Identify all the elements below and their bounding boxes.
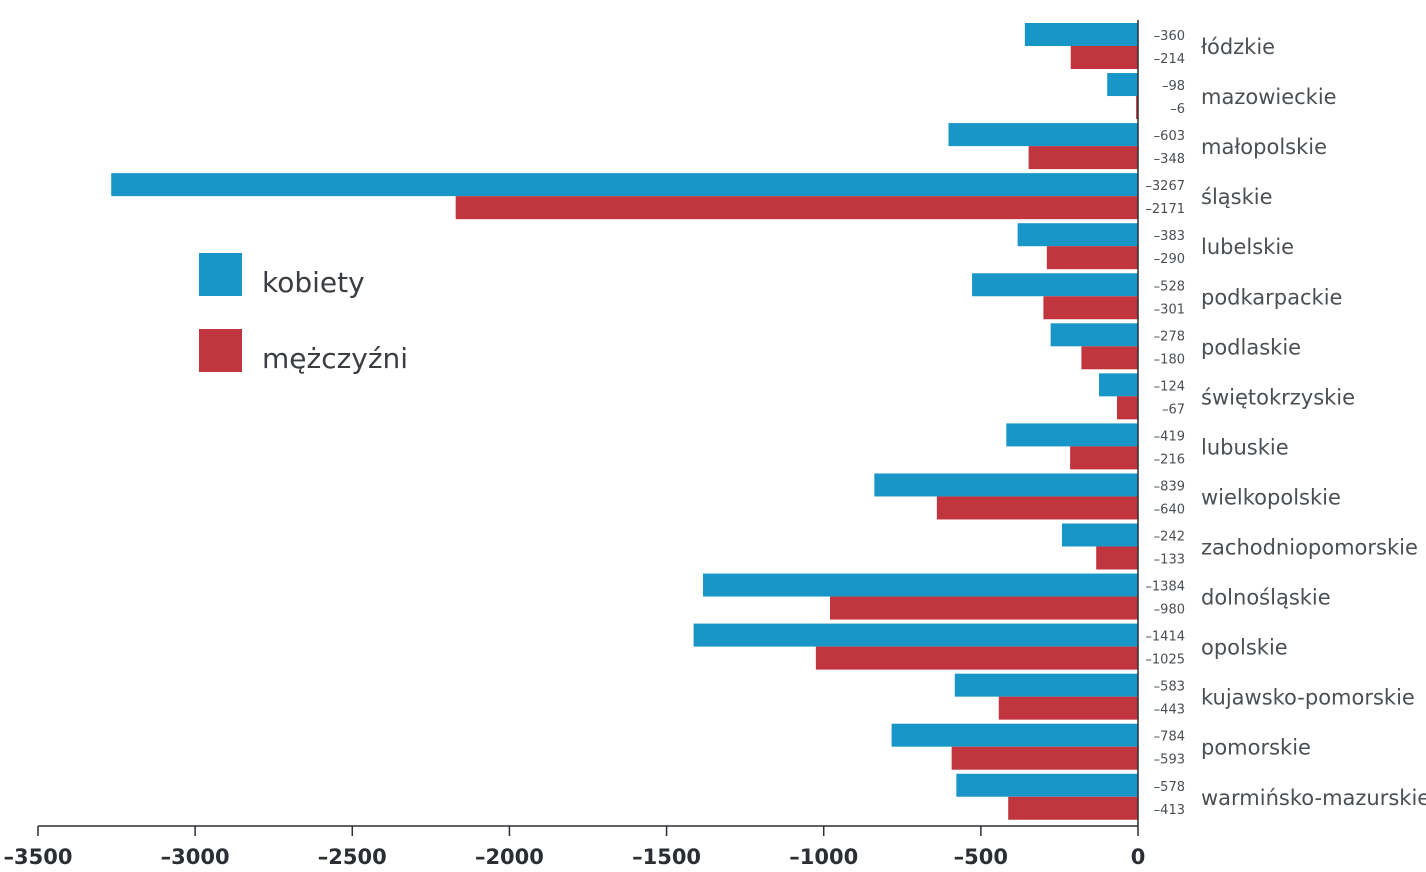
value-label-kobiety-8: –419 <box>1154 429 1185 444</box>
bar-kobiety-3 <box>111 173 1139 197</box>
category-label-15: warmińsko-mazurskie <box>1201 786 1426 810</box>
category-label-6: podlaskie <box>1201 335 1301 359</box>
category-label-2: małopolskie <box>1201 135 1327 159</box>
x-tick-label-7: 0 <box>1131 845 1146 869</box>
x-tick-label-5: –1000 <box>789 845 858 869</box>
value-label-mezczyzni-9: –640 <box>1154 502 1185 517</box>
value-label-mezczyzni-3: –2171 <box>1145 202 1185 217</box>
bar-kobiety-14 <box>891 723 1138 747</box>
bars-group <box>111 23 1139 820</box>
category-label-14: pomorskie <box>1201 736 1311 760</box>
bar-mezczyzni-3 <box>455 196 1139 220</box>
value-label-mezczyzni-5: –301 <box>1154 302 1185 317</box>
value-label-kobiety-5: –528 <box>1154 279 1185 294</box>
value-label-mezczyzni-2: –348 <box>1154 152 1185 167</box>
category-label-3: śląskie <box>1201 185 1273 209</box>
bar-kobiety-9 <box>874 473 1138 497</box>
x-tick-label-3: –2000 <box>475 845 544 869</box>
category-label-7: świętokrzyskie <box>1201 385 1355 409</box>
value-label-mezczyzni-13: –443 <box>1154 703 1185 718</box>
value-label-kobiety-0: –360 <box>1154 29 1185 44</box>
bar-mezczyzni-4 <box>1046 246 1138 270</box>
bar-mezczyzni-15 <box>1008 796 1138 820</box>
value-label-kobiety-9: –839 <box>1154 479 1185 494</box>
category-label-9: wielkopolskie <box>1201 485 1341 509</box>
value-label-kobiety-3: –3267 <box>1145 179 1185 194</box>
category-label-5: podkarpackie <box>1201 285 1342 309</box>
value-label-mezczyzni-0: –214 <box>1154 52 1185 67</box>
bar-mezczyzni-2 <box>1028 146 1138 170</box>
bar-mezczyzni-7 <box>1116 396 1138 420</box>
value-label-mezczyzni-11: –980 <box>1154 603 1185 618</box>
bar-mezczyzni-5 <box>1043 296 1138 320</box>
bar-kobiety-1 <box>1107 73 1138 97</box>
bar-mezczyzni-11 <box>830 596 1138 620</box>
value-label-kobiety-11: –1384 <box>1145 580 1185 595</box>
value-label-kobiety-12: –1414 <box>1145 630 1185 645</box>
bar-mezczyzni-6 <box>1081 346 1138 370</box>
category-label-0: łódzkie <box>1201 35 1275 59</box>
bar-mezczyzni-9 <box>936 496 1138 520</box>
value-label-mezczyzni-12: –1025 <box>1145 653 1185 668</box>
value-labels-group: –360 –214 –98 –6 –603 –348 –3267 –2171 –383 –290 –… <box>1145 29 1185 818</box>
category-label-8: lubuskie <box>1201 435 1289 459</box>
x-tick-label-1: –3000 <box>161 845 230 869</box>
bar-kobiety-15 <box>956 773 1138 797</box>
category-label-4: lubelskie <box>1201 235 1294 259</box>
bar-kobiety-6 <box>1050 323 1138 347</box>
bar-kobiety-8 <box>1006 423 1138 447</box>
legend-label-kobiety: kobiety <box>262 266 365 299</box>
value-label-mezczyzni-4: –290 <box>1154 252 1185 267</box>
value-label-mezczyzni-8: –216 <box>1154 452 1185 467</box>
value-label-kobiety-15: –578 <box>1154 780 1185 795</box>
bar-kobiety-5 <box>972 273 1138 297</box>
bar-mezczyzni-0 <box>1070 46 1138 69</box>
category-label-12: opolskie <box>1201 636 1288 660</box>
value-label-mezczyzni-6: –180 <box>1154 352 1185 367</box>
x-tick-label-0: –3500 <box>4 845 73 869</box>
bar-kobiety-0 <box>1024 23 1138 46</box>
bar-mezczyzni-1 <box>1136 96 1138 120</box>
x-tick-label-2: –2500 <box>318 845 387 869</box>
legend-swatch-mezczyzni <box>199 329 242 372</box>
value-label-mezczyzni-7: –67 <box>1162 402 1185 417</box>
value-label-kobiety-10: –242 <box>1154 530 1185 545</box>
category-labels-group: łódzkie mazowieckie małopolskie śląskie lube… <box>1201 35 1426 810</box>
x-ticks-group: –3500 –3000 –2500 –2000 –1500 –1000 –500 0 <box>4 826 1146 869</box>
category-label-10: zachodniopomorskie <box>1201 536 1418 560</box>
bar-mezczyzni-8 <box>1070 446 1138 470</box>
bar-kobiety-12 <box>693 623 1138 647</box>
value-label-mezczyzni-10: –133 <box>1154 553 1185 568</box>
value-label-mezczyzni-1: –6 <box>1170 102 1185 117</box>
category-label-13: kujawsko-pomorskie <box>1201 686 1415 710</box>
legend-swatch-kobiety <box>199 253 242 296</box>
category-label-1: mazowieckie <box>1201 85 1337 109</box>
bar-mezczyzni-10 <box>1096 546 1138 570</box>
legend-label-mezczyzni: mężczyźni <box>262 342 408 375</box>
value-label-kobiety-14: –784 <box>1154 730 1185 745</box>
bar-kobiety-7 <box>1099 373 1138 397</box>
bar-kobiety-11 <box>703 573 1138 597</box>
value-label-kobiety-6: –278 <box>1154 329 1185 344</box>
value-label-kobiety-4: –383 <box>1154 229 1185 244</box>
bar-mezczyzni-12 <box>815 646 1138 670</box>
bar-kobiety-10 <box>1061 523 1138 547</box>
x-tick-label-6: –500 <box>954 845 1008 869</box>
value-label-kobiety-2: –603 <box>1154 129 1185 144</box>
value-label-mezczyzni-15: –413 <box>1154 803 1185 818</box>
x-tick-label-4: –1500 <box>632 845 701 869</box>
value-label-kobiety-13: –583 <box>1154 680 1185 695</box>
bar-kobiety-4 <box>1017 223 1138 247</box>
bar-mezczyzni-14 <box>951 746 1138 770</box>
bar-kobiety-13 <box>954 673 1138 697</box>
category-label-11: dolnośląskie <box>1201 586 1331 610</box>
value-label-mezczyzni-14: –593 <box>1154 753 1185 768</box>
bar-kobiety-2 <box>948 123 1138 147</box>
bar-mezczyzni-13 <box>998 696 1138 720</box>
value-label-kobiety-7: –124 <box>1154 379 1185 394</box>
legend: kobiety mężczyźni <box>199 253 408 375</box>
value-label-kobiety-1: –98 <box>1162 79 1185 94</box>
